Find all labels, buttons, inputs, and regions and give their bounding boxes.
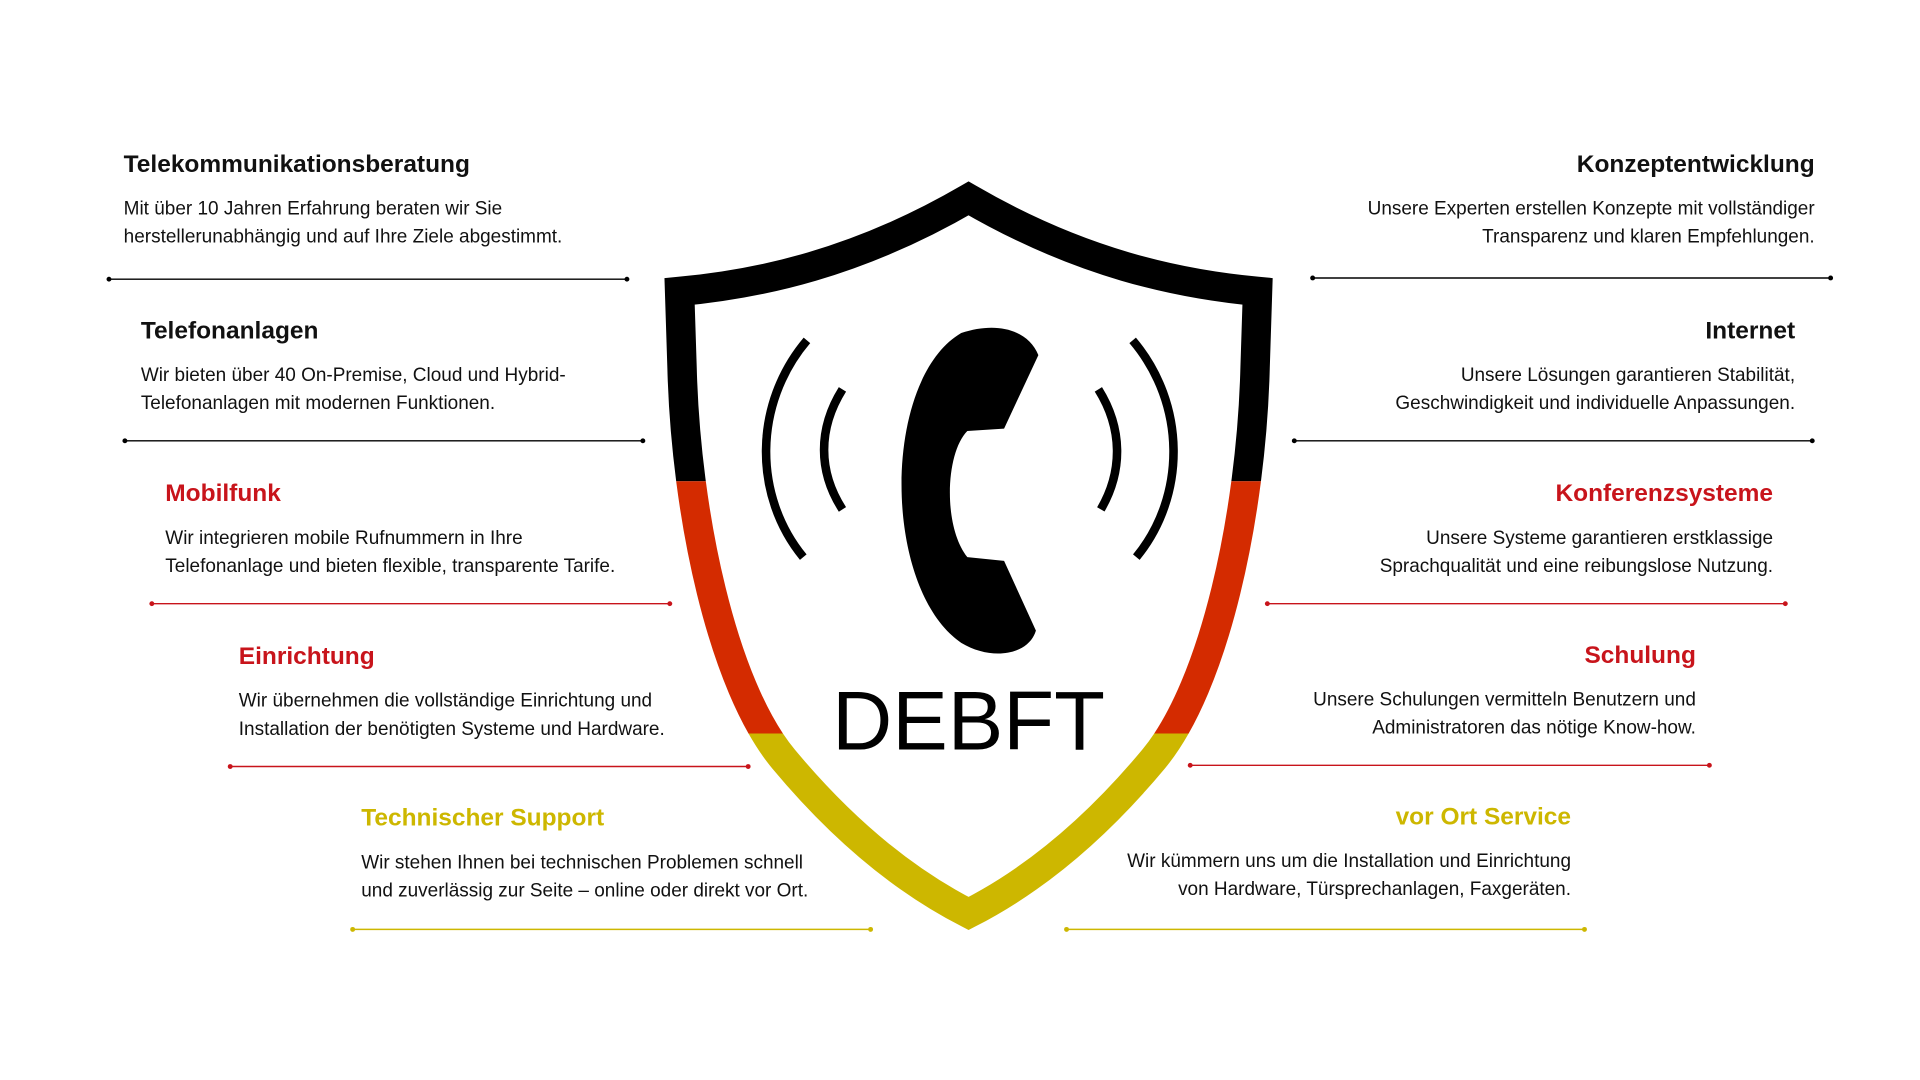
divider-dot: [1310, 275, 1316, 281]
divider-dot: [227, 764, 233, 769]
divider-dot: [1291, 438, 1297, 444]
divider-dot: [350, 926, 356, 932]
item-text: Installation der benötigten Systeme und …: [239, 719, 665, 740]
item-text: Wir bieten über 40 On-Premise, Cloud und…: [141, 365, 566, 386]
item-text: Telefonanlagen mit modernen Funktionen.: [141, 393, 495, 414]
item-title: vor Ort Service: [1396, 803, 1571, 830]
item-text: Geschwindigkeit und individuelle Anpassu…: [1395, 393, 1795, 414]
item-title: Konzeptentwicklung: [1577, 151, 1815, 178]
logo-text: DEBFT: [832, 674, 1105, 767]
divider-dot: [640, 438, 646, 444]
item-text: Telefonanlage und bieten flexible, trans…: [165, 556, 615, 577]
shield: [680, 198, 1258, 913]
item-text: Unsere Lösungen garantieren Stabilität,: [1461, 365, 1795, 386]
divider-dot: [1782, 601, 1788, 607]
item-text: Mit über 10 Jahren Erfahrung beraten wir…: [124, 198, 503, 219]
item-text: Sprachqualität und eine reibungslose Nut…: [1380, 556, 1773, 577]
item-title: Mobilfunk: [165, 480, 281, 507]
item-text: Wir kümmern uns um die Installation und …: [1127, 851, 1571, 872]
item-text: und zuverlässig zur Seite – online oder …: [361, 880, 808, 901]
divider-dot: [667, 601, 673, 607]
phone-icon: [761, 327, 1178, 654]
item-text: von Hardware, Türsprechanlagen, Faxgerät…: [1178, 879, 1571, 900]
divider-dot: [868, 926, 874, 932]
item-text: Unsere Experten erstellen Konzepte mit v…: [1368, 198, 1815, 219]
item-title: Internet: [1705, 317, 1795, 344]
divider-dot: [149, 601, 155, 607]
item-text: Wir integrieren mobile Rufnummern in Ihr…: [165, 528, 522, 549]
item-title: Technischer Support: [361, 805, 604, 832]
item-text: herstellerunabhängig und auf Ihre Ziele …: [124, 227, 563, 248]
item-title: Konferenzsysteme: [1555, 480, 1773, 507]
divider-dot: [1264, 601, 1270, 607]
divider-dot: [624, 276, 630, 282]
divider-dot: [745, 764, 751, 769]
divider-dot: [1187, 762, 1193, 768]
item-text: Transparenz und klaren Empfehlungen.: [1482, 227, 1815, 248]
divider-dot: [1064, 926, 1069, 932]
item-text: Wir stehen Ihnen bei technischen Problem…: [361, 852, 803, 873]
divider-dot: [106, 276, 112, 282]
item-title: Telekommunikationsberatung: [124, 151, 470, 178]
item-text: Wir übernehmen die vollständige Einricht…: [239, 691, 652, 712]
divider-dot: [1706, 762, 1712, 768]
divider-dot: [122, 438, 128, 444]
item-title: Telefonanlagen: [141, 317, 319, 344]
divider-dot: [1828, 275, 1834, 281]
divider-dot: [1809, 438, 1815, 444]
divider-dot: [1582, 926, 1587, 932]
item-text: Administratoren das nötige Know-how.: [1372, 718, 1696, 739]
item-title: Einrichtung: [239, 643, 375, 670]
item-text: Unsere Schulungen vermitteln Benutzern u…: [1313, 689, 1696, 710]
item-title: Schulung: [1584, 642, 1695, 669]
item-text: Unsere Systeme garantieren erstklassige: [1426, 528, 1773, 549]
